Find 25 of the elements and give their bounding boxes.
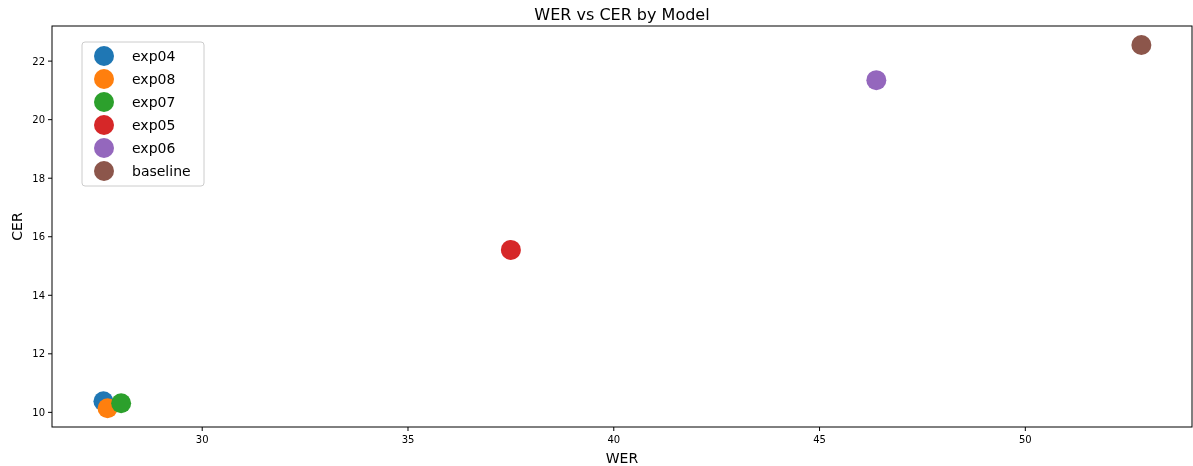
x-axis-title: WER	[605, 450, 639, 466]
point	[866, 70, 887, 91]
y-axis-title: CER	[9, 212, 25, 241]
y-tick-label: 12	[32, 348, 45, 360]
x-tick-label: 50	[1018, 434, 1032, 445]
x-tick-label: 45	[813, 434, 826, 445]
y-tick-label: 14	[32, 289, 45, 301]
point	[111, 393, 132, 414]
point	[500, 239, 521, 260]
legend-label: exp06	[132, 140, 176, 156]
chart-title: WER vs CER by Model	[534, 5, 710, 24]
y-tick-label: 18	[32, 172, 45, 184]
point	[1131, 35, 1152, 56]
legend-label: baseline	[132, 163, 191, 179]
y-tick-label: 16	[32, 231, 45, 243]
legend-label: exp04	[132, 48, 176, 64]
y-tick-label: 10	[32, 406, 45, 418]
x-tick-label: 35	[401, 434, 415, 445]
x-tick-label: 40	[607, 434, 621, 445]
legend-label: exp07	[132, 94, 176, 110]
y-tick-label: 20	[32, 114, 45, 126]
y-tick-label: 22	[32, 55, 45, 67]
legend-label: exp08	[132, 71, 176, 87]
x-tick-label: 30	[195, 434, 209, 445]
legend-label: exp05	[132, 117, 176, 133]
